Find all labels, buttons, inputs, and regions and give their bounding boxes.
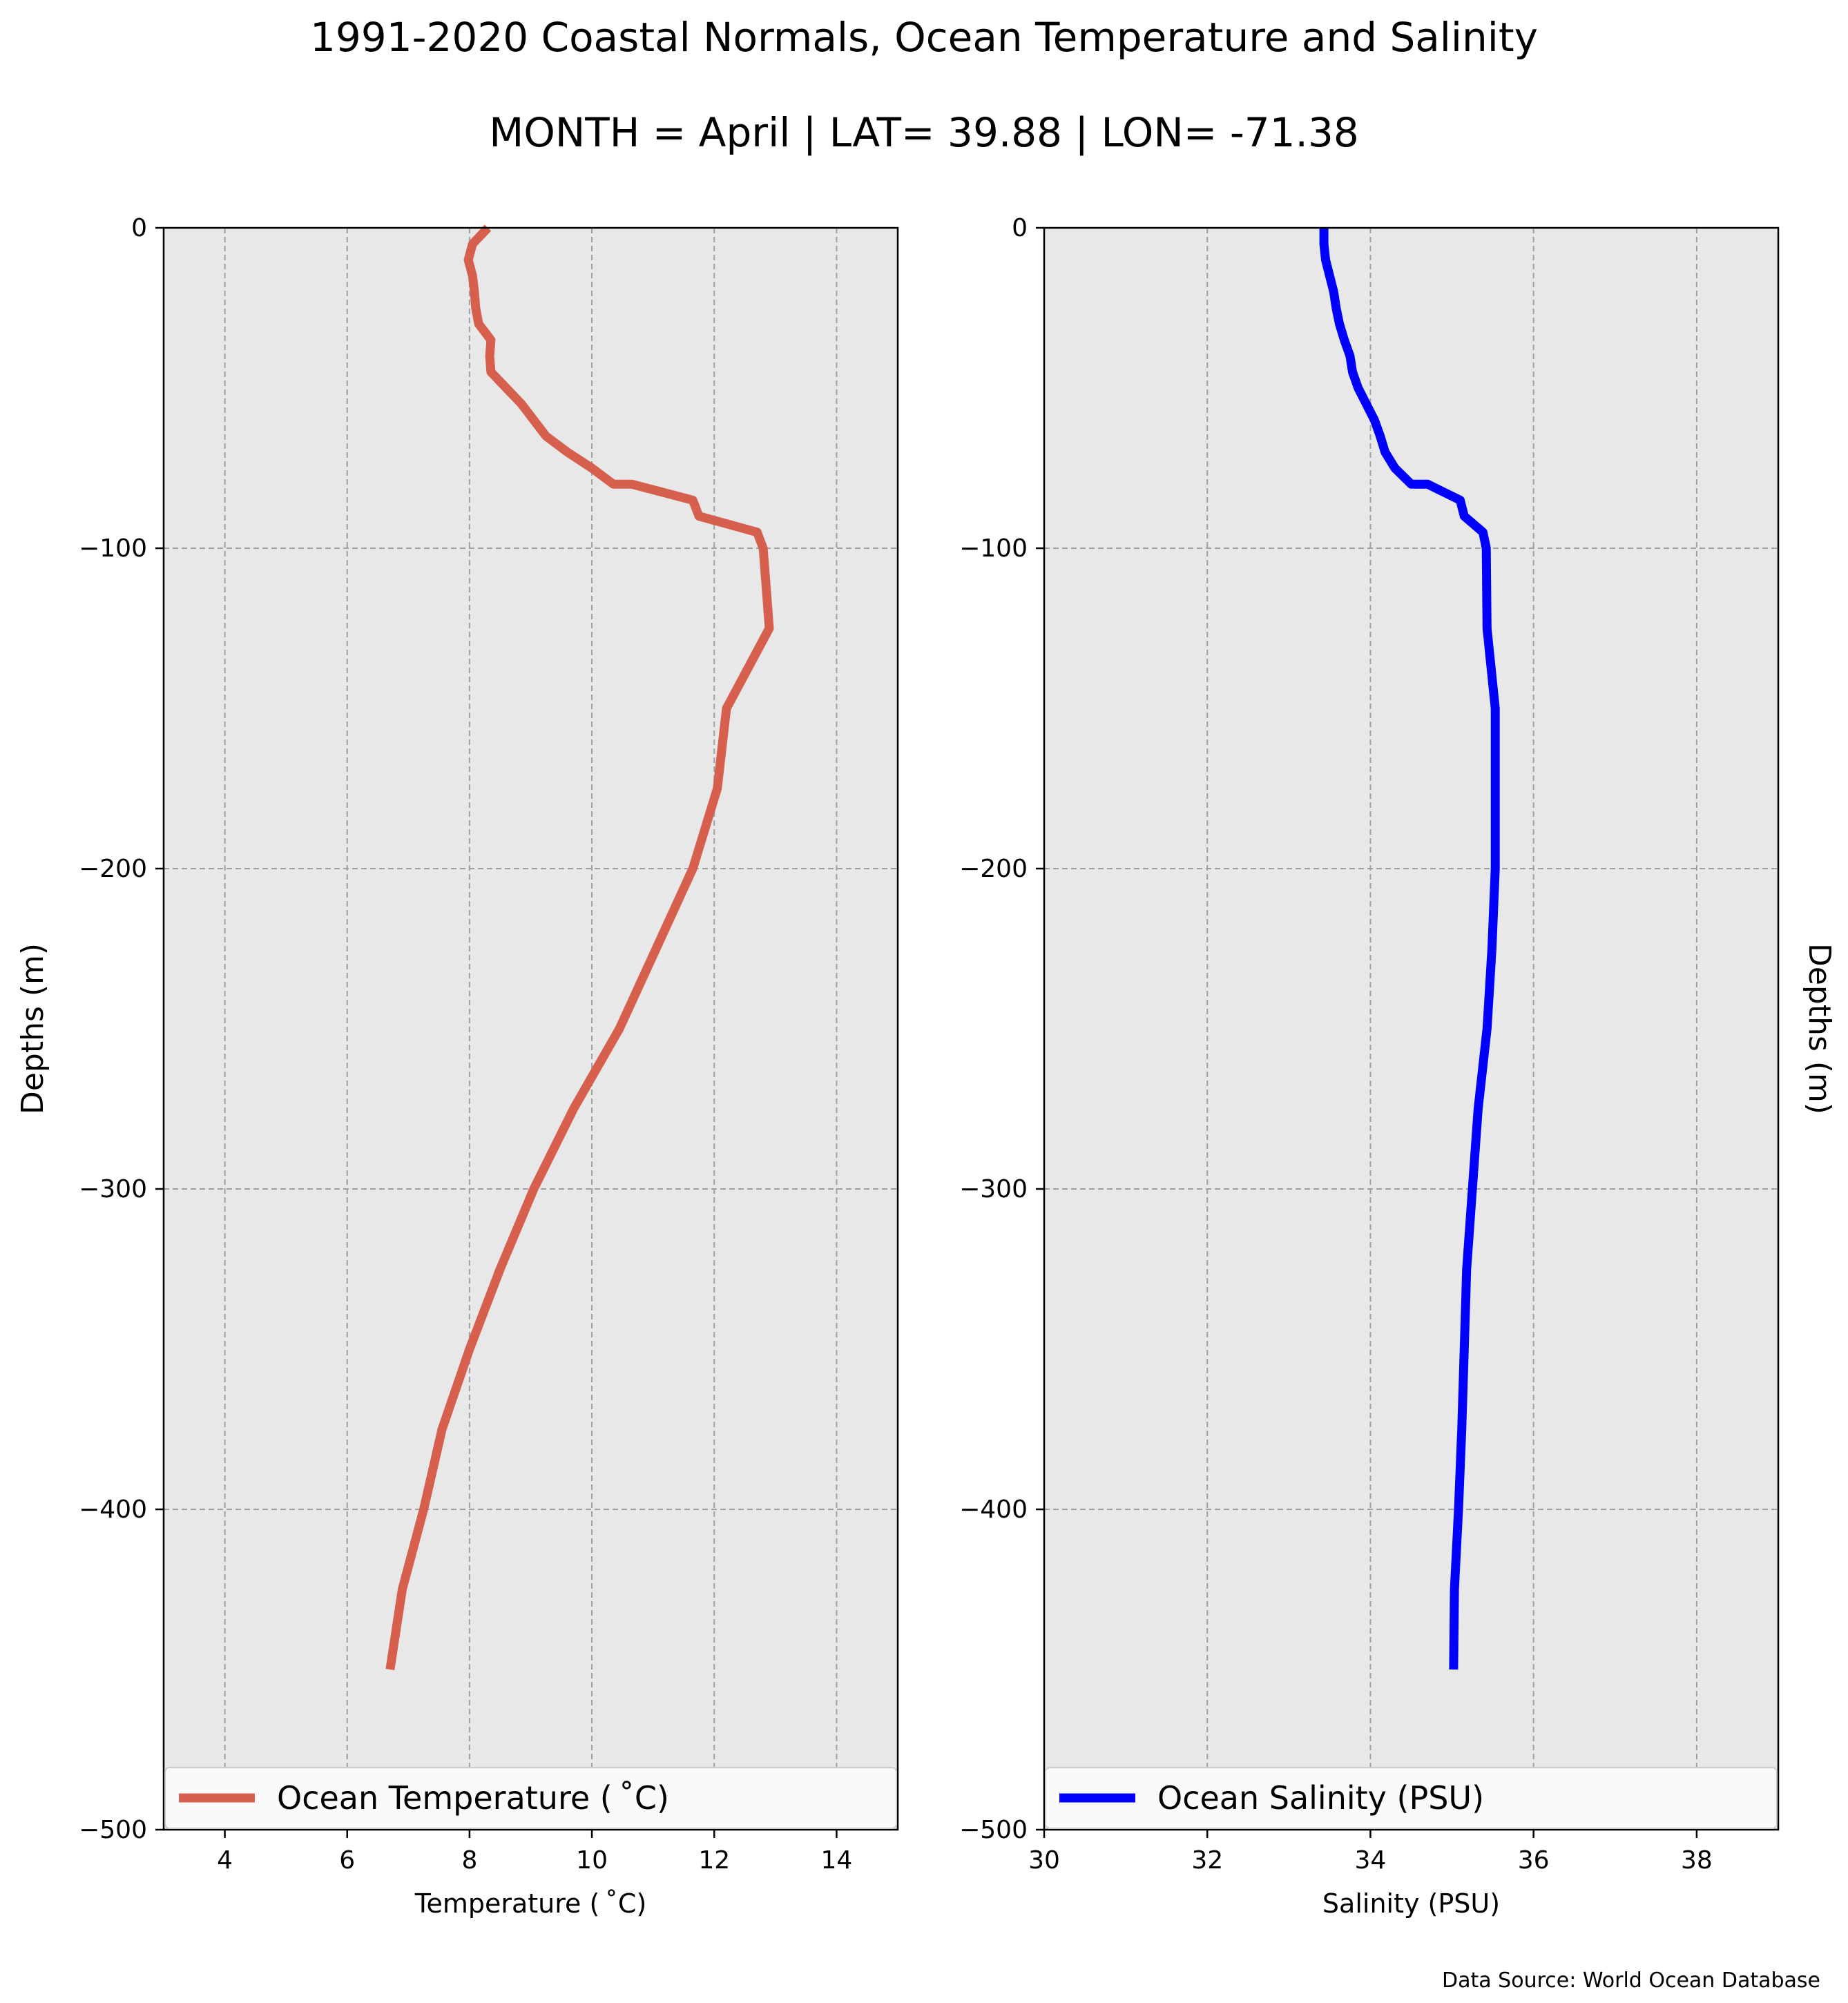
- x-tick-label: 6: [339, 1846, 355, 1875]
- chart-subtitle: MONTH = April | LAT= 39.88 | LON= -71.38: [489, 109, 1359, 156]
- x-axis-label: Salinity (PSU): [1322, 1888, 1500, 1919]
- x-axis-label: Temperature ( ˚C): [414, 1888, 647, 1919]
- chart-title: 1991-2020 Coastal Normals, Ocean Tempera…: [310, 14, 1538, 61]
- y-tick-label: −200: [79, 855, 147, 883]
- chart-panel-salinity: 30 32 34 36 38 0 −100 −200 −300 −400 −500 Salinity …: [959, 214, 1837, 1919]
- y-tick-label: −500: [79, 1816, 147, 1844]
- y-tick-label: −100: [959, 534, 1028, 563]
- x-tick-label: 12: [698, 1846, 730, 1875]
- legend-box: [1045, 1767, 1778, 1829]
- x-tick-label: 4: [217, 1846, 233, 1875]
- x-tick-label: 36: [1518, 1846, 1550, 1875]
- data-source-note: Data Source: World Ocean Database: [1442, 1968, 1820, 1993]
- x-tick-label: 30: [1028, 1846, 1060, 1875]
- legend: Ocean Temperature ( ˚C): [164, 1767, 897, 1829]
- y-tick-label: 0: [131, 214, 147, 242]
- series-line-temperature: [385, 224, 774, 1670]
- x-tick-label: 38: [1681, 1846, 1713, 1875]
- chart-panels: 4 6 8 10 12 14 0 −100 −200 −300 −400 −500 Temperatur…: [15, 214, 1837, 1919]
- x-tick-label: 34: [1355, 1846, 1387, 1875]
- y-axis-label: Depths (m): [1802, 943, 1837, 1114]
- y-tick-label: −100: [79, 534, 147, 563]
- chart-panel-temperature: 4 6 8 10 12 14 0 −100 −200 −300 −400 −500 Temperatur…: [15, 214, 899, 1919]
- y-tick-label: −300: [79, 1175, 147, 1203]
- plot-frame: [162, 226, 899, 1831]
- legend: Ocean Salinity (PSU): [1045, 1767, 1778, 1829]
- legend-box: [164, 1767, 897, 1829]
- legend-entry: Ocean Temperature ( ˚C): [277, 1779, 669, 1817]
- y-tick-label: −200: [959, 855, 1028, 883]
- series-line-salinity: [1319, 228, 1500, 1670]
- plot-area: [1044, 228, 1778, 1830]
- legend-entry: Ocean Salinity (PSU): [1157, 1779, 1484, 1817]
- x-tick-label: 32: [1191, 1846, 1223, 1875]
- plot-frame: [1043, 226, 1780, 1831]
- plot-area: [164, 228, 898, 1830]
- y-axis-label: Depths (m): [15, 943, 50, 1114]
- y-tick-label: 0: [1012, 214, 1028, 242]
- x-tick-label: 8: [461, 1846, 477, 1875]
- y-tick-label: −500: [959, 1816, 1028, 1844]
- y-tick-label: −400: [79, 1496, 147, 1524]
- y-tick-label: −400: [959, 1496, 1028, 1524]
- x-tick-label: 10: [576, 1846, 608, 1875]
- y-tick-label: −300: [959, 1175, 1028, 1203]
- x-tick-label: 14: [821, 1846, 853, 1875]
